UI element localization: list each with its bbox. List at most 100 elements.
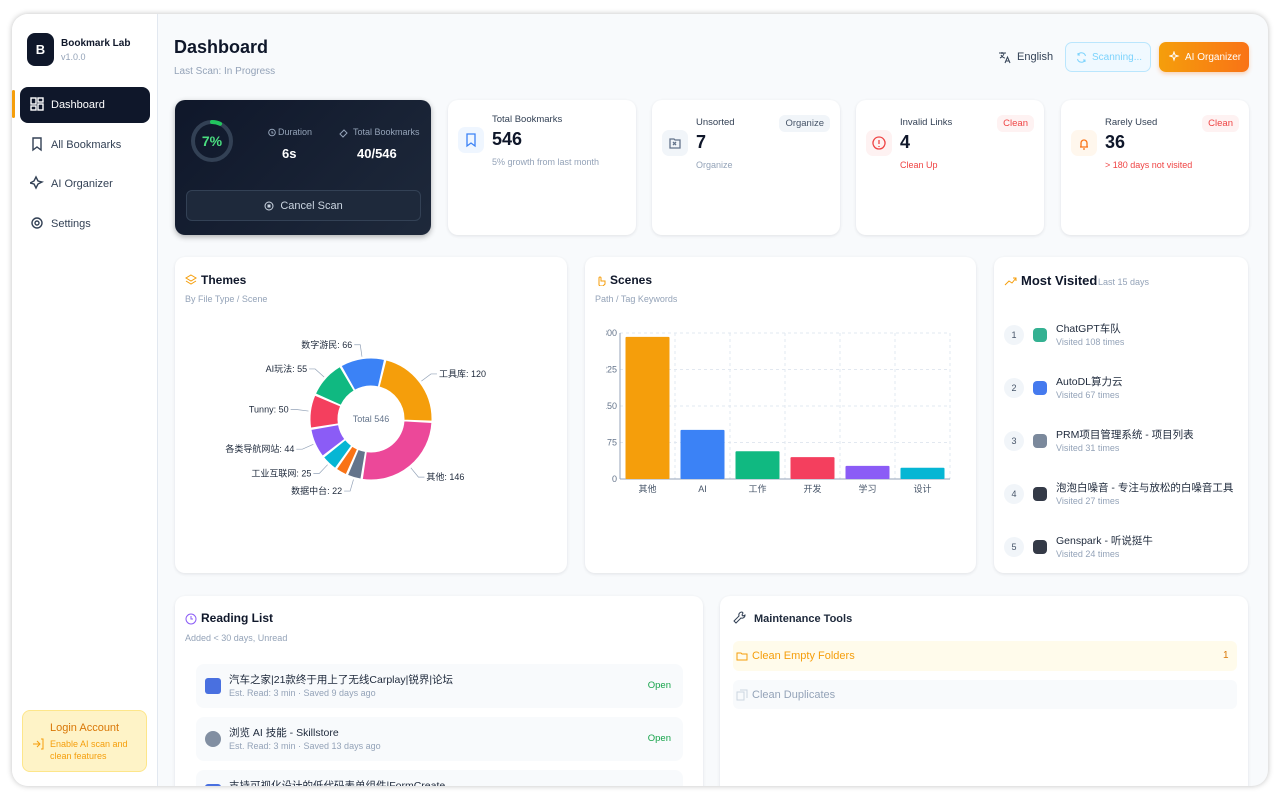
stat-badge[interactable]: Clean [997, 115, 1034, 132]
y-tick-label: 75 [607, 438, 617, 448]
icon-shape [872, 136, 886, 150]
nav-item[interactable]: Dashboard [20, 87, 150, 123]
visited-item[interactable]: 1 ChatGPT车队 Visited 108 times [1004, 315, 1238, 357]
cancel-scan-button[interactable]: Cancel Scan [186, 190, 421, 221]
scan-card: 7% Duration 6s Total Bookmarks 40/546 Ca… [175, 100, 431, 235]
site-icon [1033, 381, 1047, 395]
ai-organizer-button[interactable]: AI Organizer [1159, 42, 1249, 72]
stat-label: Invalid Links [900, 117, 953, 128]
segment-label: 各类导航网站: 44 [225, 443, 294, 454]
scan-button[interactable]: Scanning... [1065, 42, 1151, 72]
stat-value: 36 [1105, 132, 1126, 152]
nav-item[interactable]: Settings [20, 206, 150, 242]
item-meta: Est. Read: 3 min · Saved 13 days ago [229, 741, 381, 751]
rank: 1 [1004, 325, 1024, 345]
leader-line [354, 344, 363, 357]
visited-item[interactable]: 4 泡泡白噪音 - 专注与放松的白噪音工具 Visited 27 times [1004, 474, 1238, 516]
nav-label: AI Organizer [51, 178, 113, 190]
nav-label: Dashboard [51, 99, 105, 111]
card-title: Most Visited [1021, 273, 1098, 288]
x-tick-label: 工作 [748, 483, 766, 494]
donut-chart: 数字游民: 66 工具库: 120 其他: 146 数据中台: 22 工业互联网: 25… [225, 339, 486, 496]
segment-label: 数字游民: 66 [301, 339, 352, 350]
nav-label: Settings [51, 218, 91, 230]
visit-count: Visited 27 times [1056, 496, 1120, 506]
card-title: Scenes [610, 273, 653, 287]
leader-line [296, 444, 314, 450]
login-text: Enable AI scan and clean features [50, 739, 128, 761]
stat-icon [458, 127, 484, 153]
open-link[interactable]: Open [647, 733, 671, 744]
hand-icon [598, 276, 606, 286]
login-box[interactable]: Login Account Enable AI scan and clean f… [22, 710, 147, 772]
tool-item[interactable]: Clean Empty Folders 1 [733, 641, 1237, 671]
icon-shape [669, 138, 681, 149]
x-tick-label: 开发 [803, 483, 821, 494]
stat-note[interactable]: Clean Up [900, 160, 938, 170]
icon-shape [466, 133, 476, 148]
active-indicator [12, 90, 15, 118]
scan-button-label: Scanning... [1092, 51, 1143, 63]
cancel-label: Cancel Scan [280, 199, 343, 212]
icon [669, 138, 681, 149]
y-tick-label: 225 [602, 365, 617, 375]
language-button[interactable]: English [1017, 51, 1054, 63]
layers-icon [185, 274, 197, 285]
nav-item[interactable]: AI Organizer [20, 166, 150, 202]
reading-item: 汽车之家|21款终于用上了无线Carplay|锐界|论坛 Est. Read: 3… [196, 664, 683, 708]
site-icon [1033, 434, 1047, 448]
stat-value: 546 [492, 129, 523, 149]
leader-line [344, 479, 354, 492]
site-icon [1033, 540, 1047, 554]
card-title: Maintenance Tools [754, 613, 853, 625]
stat-value: 7 [696, 132, 707, 152]
login-icon [33, 738, 44, 750]
rank: 3 [1004, 431, 1024, 451]
language-icon [999, 52, 1011, 64]
visited-item[interactable]: 5 Genspark - 听说挺牛 Visited 24 times [1004, 527, 1238, 569]
item-title: 浏览 AI 技能 - Skillstore [229, 727, 339, 739]
stat-label: Rarely Used [1105, 117, 1158, 128]
segment-label: 工业互联网: 25 [251, 468, 311, 478]
card-title: Reading List [201, 611, 274, 625]
y-tick-label: 0 [612, 474, 617, 484]
bar-chart: 0 75 150 225 300 其他 AI 工作 开发 学习 设计 [602, 328, 951, 494]
stat-icon [662, 130, 688, 156]
card-subtitle: Path / Tag Keywords [595, 294, 678, 304]
rank: 5 [1004, 537, 1024, 557]
most-visited-card: Most Visited Last 15 days 1 ChatGPT车队 Visi… [994, 257, 1248, 573]
item-title: 汽车之家|21款终于用上了无线Carplay|锐界|论坛 [229, 674, 454, 686]
folder-icon [736, 652, 748, 661]
stat-label: Unsorted [696, 117, 735, 128]
stat-badge[interactable]: Organize [779, 115, 830, 132]
bar [735, 451, 780, 479]
segment-label: AI玩法: 55 [266, 363, 308, 374]
x-tick-label: 其他 [638, 483, 656, 494]
item-icon [205, 678, 221, 694]
stat-note[interactable]: Organize [696, 160, 733, 170]
nav-icons [30, 97, 44, 229]
visited-item[interactable]: 2 AutoDL算力云 Visited 67 times [1004, 368, 1238, 410]
visited-item[interactable]: 3 PRM项目管理系统 - 项目列表 Visited 31 times [1004, 421, 1238, 463]
card-subtitle: Last 15 days [1098, 277, 1150, 287]
rank: 4 [1004, 484, 1024, 504]
maintenance-card: Maintenance Tools Clean Empty Folders 1 … [720, 596, 1248, 786]
open-link[interactable]: Open [647, 680, 671, 691]
stat-badge[interactable]: Clean [1202, 115, 1239, 132]
bar [900, 467, 945, 479]
wrench-icon [733, 611, 746, 624]
total-value: 40/546 [357, 146, 397, 161]
total-label: Total Bookmarks [353, 127, 420, 137]
refresh-icon [1077, 52, 1086, 63]
segment-label: Tunny: 50 [249, 405, 289, 415]
nav-item[interactable]: All Bookmarks [20, 127, 150, 163]
stat-card: Unsorted 7 Organize Organize [652, 100, 840, 235]
donut-segment [322, 439, 353, 470]
donut-segment [314, 365, 355, 407]
trend-icon [1004, 277, 1017, 286]
donut-segment [361, 420, 433, 481]
icon-shape [1080, 139, 1088, 150]
nav-label: All Bookmarks [51, 139, 122, 151]
login-title: Login Account [50, 722, 120, 734]
tool-item[interactable]: Clean Duplicates [733, 680, 1237, 709]
